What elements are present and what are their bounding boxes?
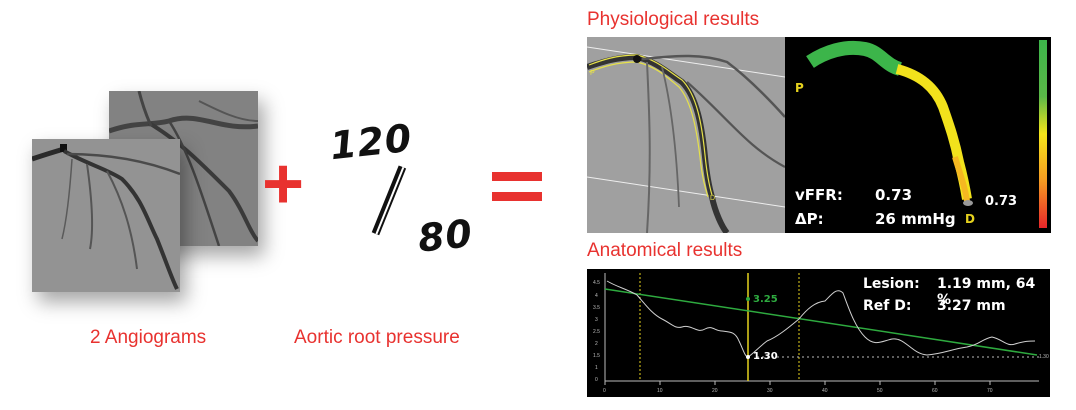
svg-text:0: 0 [603, 388, 606, 394]
vffr-label: vFFR: [795, 186, 843, 204]
systolic-pressure: 120 [327, 115, 415, 169]
distal-value: 0.73 [985, 194, 1018, 209]
refd-value: 3.27 mm [937, 298, 1006, 314]
svg-text:2: 2 [595, 341, 598, 347]
svg-text:30: 30 [767, 388, 773, 394]
right-axis-value: 1.30 [1039, 354, 1049, 360]
diastolic-pressure: 80 [415, 211, 476, 261]
svg-text:1: 1 [595, 365, 598, 371]
plus-symbol: + [262, 144, 305, 224]
angiograms-caption: 2 Angiograms [90, 327, 207, 348]
svg-text:0: 0 [595, 377, 598, 383]
svg-text:D: D [710, 195, 715, 202]
proximal-label: P [795, 81, 804, 95]
equals-symbol [492, 172, 542, 202]
ref-marker-label: 3.25 [753, 294, 778, 305]
svg-text:50: 50 [877, 388, 883, 394]
lesion-label: Lesion: [863, 276, 920, 292]
dp-label: ΔP: [795, 210, 824, 228]
anatomical-title: Anatomical results [587, 240, 743, 261]
colorbar [1039, 40, 1047, 228]
svg-text:60: 60 [932, 388, 938, 394]
dp-value: 26 mmHg [875, 210, 956, 228]
svg-text:20: 20 [712, 388, 718, 394]
vffr-value: 0.73 [875, 186, 913, 204]
pressure-slash [371, 165, 405, 235]
physiological-title: Physiological results [587, 9, 760, 30]
vffr-3d-panel: P D 0.73 vFFR: 0.73 ΔP: 26 mmHg [785, 37, 1051, 233]
pressure-caption: Aortic root pressure [294, 327, 460, 348]
lesion-value: 1.19 mm, 64 % [937, 276, 1036, 308]
svg-text:3.5: 3.5 [593, 305, 600, 311]
svg-text:4: 4 [595, 293, 598, 299]
refd-label: Ref D: [863, 298, 912, 314]
svg-text:10: 10 [657, 388, 663, 394]
svg-text:70: 70 [987, 388, 993, 394]
svg-text:1.5: 1.5 [593, 353, 600, 359]
physiological-angiogram: P D [587, 37, 785, 233]
diameter-chart: 0 10 20 30 40 50 60 70 4.5 4 3.5 3 2.5 2 1.5 1 0 3.… [587, 269, 1050, 397]
svg-text:P: P [590, 70, 595, 77]
svg-text:4.5: 4.5 [593, 280, 600, 286]
angiogram-front [32, 139, 180, 292]
distal-label: D [965, 212, 975, 226]
min-marker-label: 1.30 [753, 351, 778, 362]
svg-text:40: 40 [822, 388, 828, 394]
svg-text:2.5: 2.5 [593, 329, 600, 335]
svg-text:3: 3 [595, 317, 598, 323]
